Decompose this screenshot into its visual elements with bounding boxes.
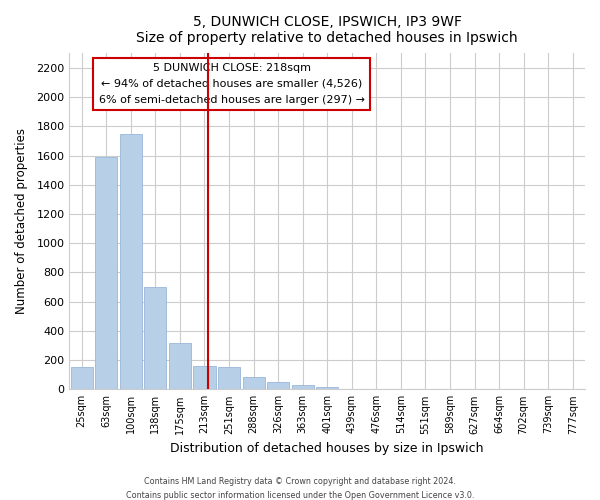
Bar [242,377,265,390]
Bar [292,385,314,390]
Bar [71,366,93,390]
Bar [218,368,240,390]
X-axis label: Distribution of detached houses by size in Ipswich: Distribution of detached houses by size … [170,442,484,455]
Y-axis label: Number of detached properties: Number of detached properties [15,128,28,314]
Bar [316,387,338,390]
Bar [95,157,118,390]
Bar [267,382,289,390]
Text: Contains HM Land Registry data © Crown copyright and database right 2024.
Contai: Contains HM Land Registry data © Crown c… [126,478,474,500]
Title: 5, DUNWICH CLOSE, IPSWICH, IP3 9WF
Size of property relative to detached houses : 5, DUNWICH CLOSE, IPSWICH, IP3 9WF Size … [136,15,518,45]
Text: 5 DUNWICH CLOSE: 218sqm
← 94% of detached houses are smaller (4,526)
6% of semi-: 5 DUNWICH CLOSE: 218sqm ← 94% of detache… [99,64,365,104]
Bar [193,366,215,390]
Bar [169,344,191,390]
Bar [120,134,142,390]
Bar [145,287,166,390]
